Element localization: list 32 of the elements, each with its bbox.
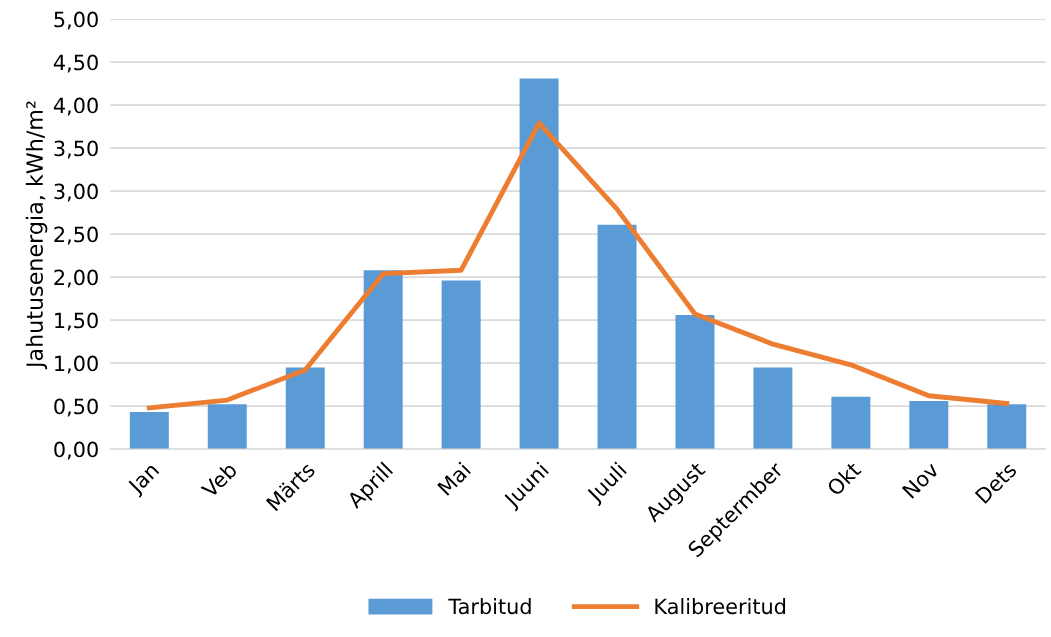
y-tick-label: 3,50 [54, 140, 98, 159]
y-tick-label: 4,00 [53, 97, 98, 116]
y-tick-label: 0,00 [54, 441, 98, 460]
bar [987, 404, 1027, 450]
line-series [146, 120, 1010, 411]
bar [909, 400, 949, 450]
bar [129, 412, 169, 450]
legend-label: Tarbitud [448, 598, 531, 615]
y-tick-label: 4,50 [53, 54, 98, 73]
legend-label: Kalibreeritud [655, 598, 786, 615]
y-axis-title: Jahutusenergia, kWh/m² [25, 101, 48, 370]
x-tick-label: Veb [200, 461, 238, 499]
bar [675, 314, 715, 450]
x-tick-label: Okt [825, 460, 862, 497]
bar [597, 224, 637, 450]
bar [363, 270, 403, 450]
bar [753, 367, 793, 450]
bar [831, 396, 871, 450]
y-tick-label: 2,00 [54, 269, 98, 288]
bar [285, 367, 325, 450]
x-tick-label: Nov [901, 461, 940, 499]
y-tick-label: 5,00 [54, 11, 98, 30]
y-tick-label: 1,50 [55, 312, 98, 331]
x-tick-label: Jan [126, 461, 163, 498]
y-tick-label: 1,00 [55, 355, 98, 374]
y-tick-label: 2,50 [54, 226, 98, 245]
x-tick-label: Mai [436, 461, 472, 496]
bar [519, 78, 559, 450]
bar [207, 404, 247, 450]
y-tick-label: 0,50 [54, 398, 98, 417]
y-tick-label: 3,00 [54, 183, 98, 202]
bar [441, 280, 481, 450]
